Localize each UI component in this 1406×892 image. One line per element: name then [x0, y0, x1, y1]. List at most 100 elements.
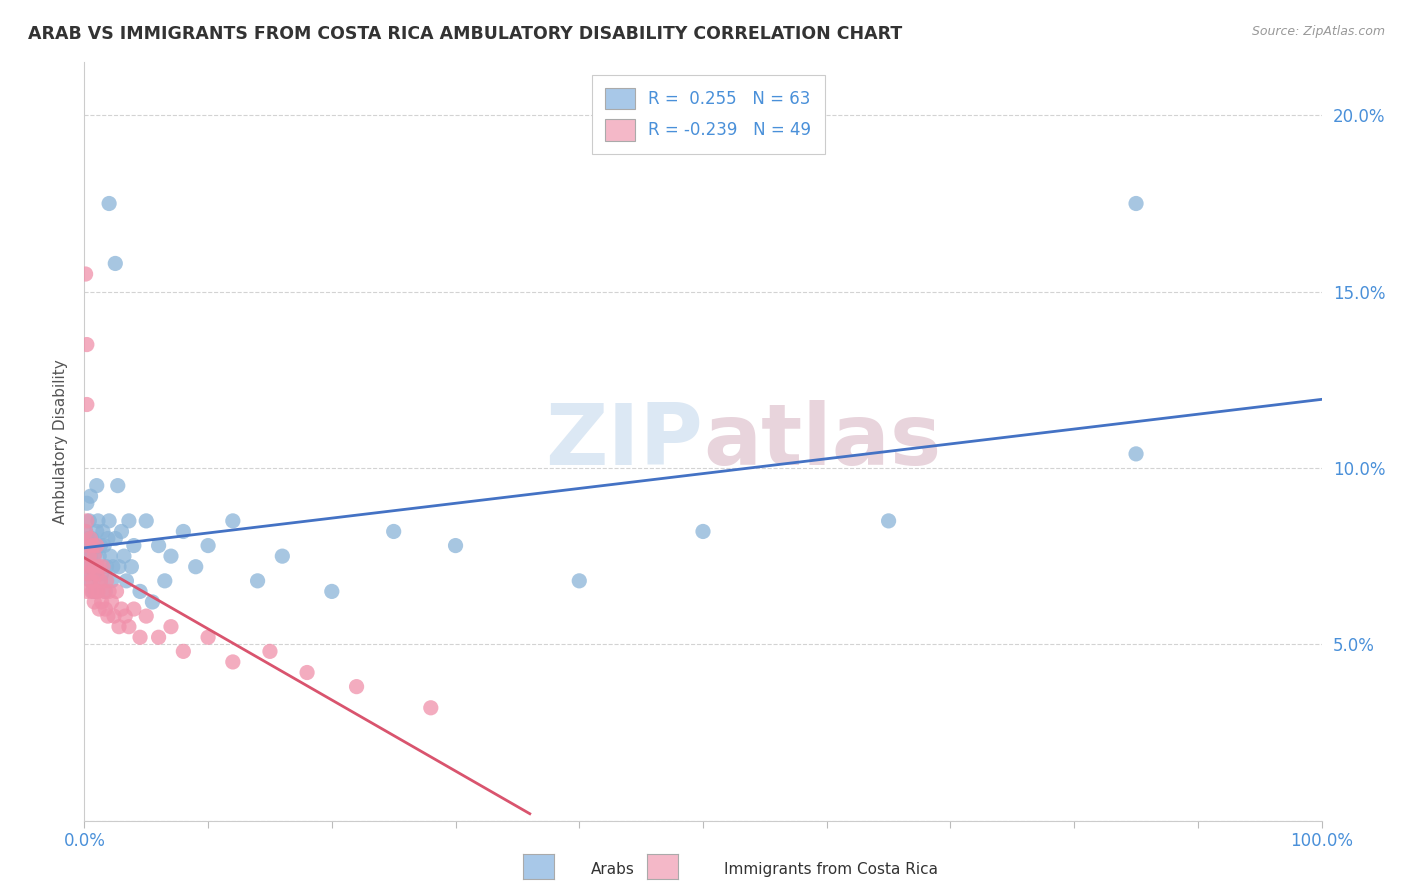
- Point: [83, 595, 105, 609]
- Point: [79, 489, 101, 503]
- Point: [79, 574, 101, 588]
- Point: [110, 524, 132, 539]
- Point: [76, 397, 98, 411]
- Point: [89, 539, 111, 553]
- Point: [98, 584, 121, 599]
- Point: [114, 609, 136, 624]
- Point: [89, 559, 111, 574]
- Point: [86, 559, 108, 574]
- Point: [197, 630, 219, 644]
- Point: [122, 602, 145, 616]
- Point: [419, 700, 441, 714]
- Point: [75, 267, 97, 281]
- Y-axis label: Ambulatory Disability: Ambulatory Disability: [53, 359, 69, 524]
- Point: [107, 478, 129, 492]
- Point: [97, 609, 120, 624]
- Point: [77, 566, 100, 581]
- Point: [79, 549, 101, 563]
- Point: [129, 630, 152, 644]
- Text: Arabs: Arabs: [591, 863, 634, 877]
- Point: [76, 514, 98, 528]
- Point: [148, 630, 170, 644]
- Point: [115, 574, 138, 588]
- Point: [82, 574, 104, 588]
- Point: [108, 559, 131, 574]
- Point: [346, 680, 368, 694]
- Point: [110, 602, 132, 616]
- Point: [100, 595, 122, 609]
- Point: [89, 574, 111, 588]
- Point: [82, 559, 104, 574]
- Point: [1125, 196, 1147, 211]
- Text: ARAB VS IMMIGRANTS FROM COSTA RICA AMBULATORY DISABILITY CORRELATION CHART: ARAB VS IMMIGRANTS FROM COSTA RICA AMBUL…: [28, 25, 903, 43]
- Point: [89, 602, 111, 616]
- Point: [568, 574, 591, 588]
- Point: [160, 549, 183, 563]
- Point: [76, 496, 98, 510]
- Point: [1125, 447, 1147, 461]
- Point: [153, 574, 176, 588]
- Point: [98, 514, 121, 528]
- Point: [96, 574, 118, 588]
- Point: [172, 644, 194, 658]
- Point: [86, 478, 108, 492]
- Point: [82, 539, 104, 553]
- Point: [96, 559, 118, 574]
- Point: [80, 532, 103, 546]
- Point: [75, 524, 97, 539]
- Point: [79, 514, 101, 528]
- Point: [75, 559, 97, 574]
- Point: [141, 595, 163, 609]
- Point: [271, 549, 294, 563]
- Point: [105, 584, 128, 599]
- Point: [122, 539, 145, 553]
- Point: [79, 574, 101, 588]
- Point: [148, 539, 170, 553]
- Point: [80, 584, 103, 599]
- Point: [444, 539, 467, 553]
- Point: [321, 584, 343, 599]
- Point: [82, 584, 104, 599]
- Point: [76, 539, 98, 553]
- Point: [120, 559, 142, 574]
- Point: [197, 539, 219, 553]
- Point: [295, 665, 318, 680]
- Point: [246, 574, 269, 588]
- Point: [104, 256, 127, 270]
- Point: [86, 566, 108, 581]
- Point: [118, 514, 141, 528]
- Point: [222, 514, 245, 528]
- Point: [877, 514, 900, 528]
- Text: Source: ZipAtlas.com: Source: ZipAtlas.com: [1251, 25, 1385, 38]
- Point: [83, 539, 105, 553]
- Point: [75, 559, 97, 574]
- Point: [80, 559, 103, 574]
- Point: [84, 584, 107, 599]
- Point: [259, 644, 281, 658]
- Point: [93, 539, 115, 553]
- Point: [76, 584, 98, 599]
- Point: [97, 532, 120, 546]
- Point: [90, 566, 112, 581]
- Point: [83, 549, 105, 563]
- Point: [89, 549, 111, 563]
- Point: [135, 609, 157, 624]
- Point: [108, 620, 131, 634]
- Point: [79, 549, 101, 563]
- Point: [129, 584, 152, 599]
- Point: [91, 559, 114, 574]
- Point: [172, 524, 194, 539]
- Point: [87, 584, 110, 599]
- Point: [77, 539, 100, 553]
- Point: [100, 574, 122, 588]
- Point: [89, 574, 111, 588]
- Point: [91, 524, 114, 539]
- Point: [98, 549, 121, 563]
- Text: ZIP: ZIP: [546, 400, 703, 483]
- Point: [75, 524, 97, 539]
- Text: Immigrants from Costa Rica: Immigrants from Costa Rica: [724, 863, 938, 877]
- Point: [79, 566, 101, 581]
- Point: [84, 584, 107, 599]
- Text: atlas: atlas: [703, 400, 941, 483]
- Point: [103, 609, 125, 624]
